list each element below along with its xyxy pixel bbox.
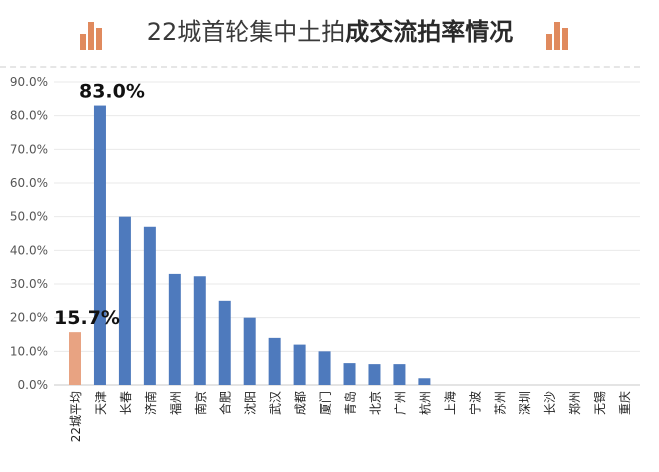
chart-title: 22城首轮集中土拍成交流拍率情况 (110, 12, 550, 52)
bar (243, 317, 256, 385)
x-tick-label: 福州 (168, 391, 183, 415)
x-tick-label: 上海 (442, 391, 457, 415)
x-tick-label: 广州 (393, 391, 407, 415)
bar (218, 300, 231, 385)
y-tick-label: 90.0% (10, 75, 48, 89)
bar (343, 363, 356, 385)
bar (193, 276, 206, 385)
x-tick-label: 重庆 (618, 391, 632, 415)
bar (69, 332, 81, 385)
y-tick-label: 20.0% (10, 311, 48, 325)
x-tick-label: 南京 (193, 391, 208, 415)
bar (418, 378, 431, 385)
x-tick-label: 青岛 (343, 391, 358, 415)
x-tick-label: 长沙 (543, 391, 557, 415)
bar (318, 351, 331, 385)
x-tick-label: 深圳 (518, 391, 532, 415)
title-regular: 22城首轮集中土拍 (146, 18, 346, 46)
x-tick-label: 合肥 (218, 391, 233, 415)
data-label: 15.7% (54, 307, 120, 329)
y-tick-label: 70.0% (10, 142, 48, 156)
x-tick-label: 北京 (368, 391, 382, 415)
bar (143, 226, 156, 385)
header-divider (0, 66, 640, 68)
bar (268, 337, 281, 385)
x-tick-label: 22城平均 (69, 391, 83, 442)
x-tick-label: 天津 (94, 391, 108, 415)
bar-chart-icon (546, 18, 572, 50)
bar-chart-icon (80, 18, 106, 50)
bar (393, 364, 406, 385)
title-bold: 成交流拍率情况 (345, 18, 514, 46)
x-tick-label: 沈阳 (243, 391, 258, 415)
x-tick-label: 济南 (143, 391, 158, 415)
x-tick-label: 杭州 (417, 391, 432, 415)
y-tick-label: 30.0% (10, 277, 48, 291)
y-tick-label: 80.0% (10, 109, 48, 123)
x-tick-label: 苏州 (493, 391, 507, 415)
x-tick-label: 武汉 (269, 391, 283, 415)
x-tick-label: 成都 (294, 391, 308, 415)
x-tick-label: 郑州 (567, 391, 582, 415)
x-tick-label: 宁波 (467, 391, 482, 415)
data-label: 83.0% (79, 81, 145, 103)
x-tick-label: 无锡 (592, 391, 607, 415)
x-tick-label: 厦门 (318, 391, 333, 415)
y-tick-label: 60.0% (10, 176, 48, 190)
y-tick-label: 40.0% (10, 243, 48, 257)
bar (93, 105, 106, 386)
bar (293, 344, 306, 385)
bar (118, 216, 131, 385)
bar (168, 273, 181, 385)
y-tick-label: 10.0% (10, 344, 48, 358)
x-tick-label: 长春 (119, 391, 133, 415)
chart-header: 22城首轮集中土拍成交流拍率情况 (0, 0, 659, 62)
y-tick-label: 0.0% (18, 378, 49, 392)
bar (368, 364, 381, 385)
y-tick-label: 50.0% (10, 210, 48, 224)
